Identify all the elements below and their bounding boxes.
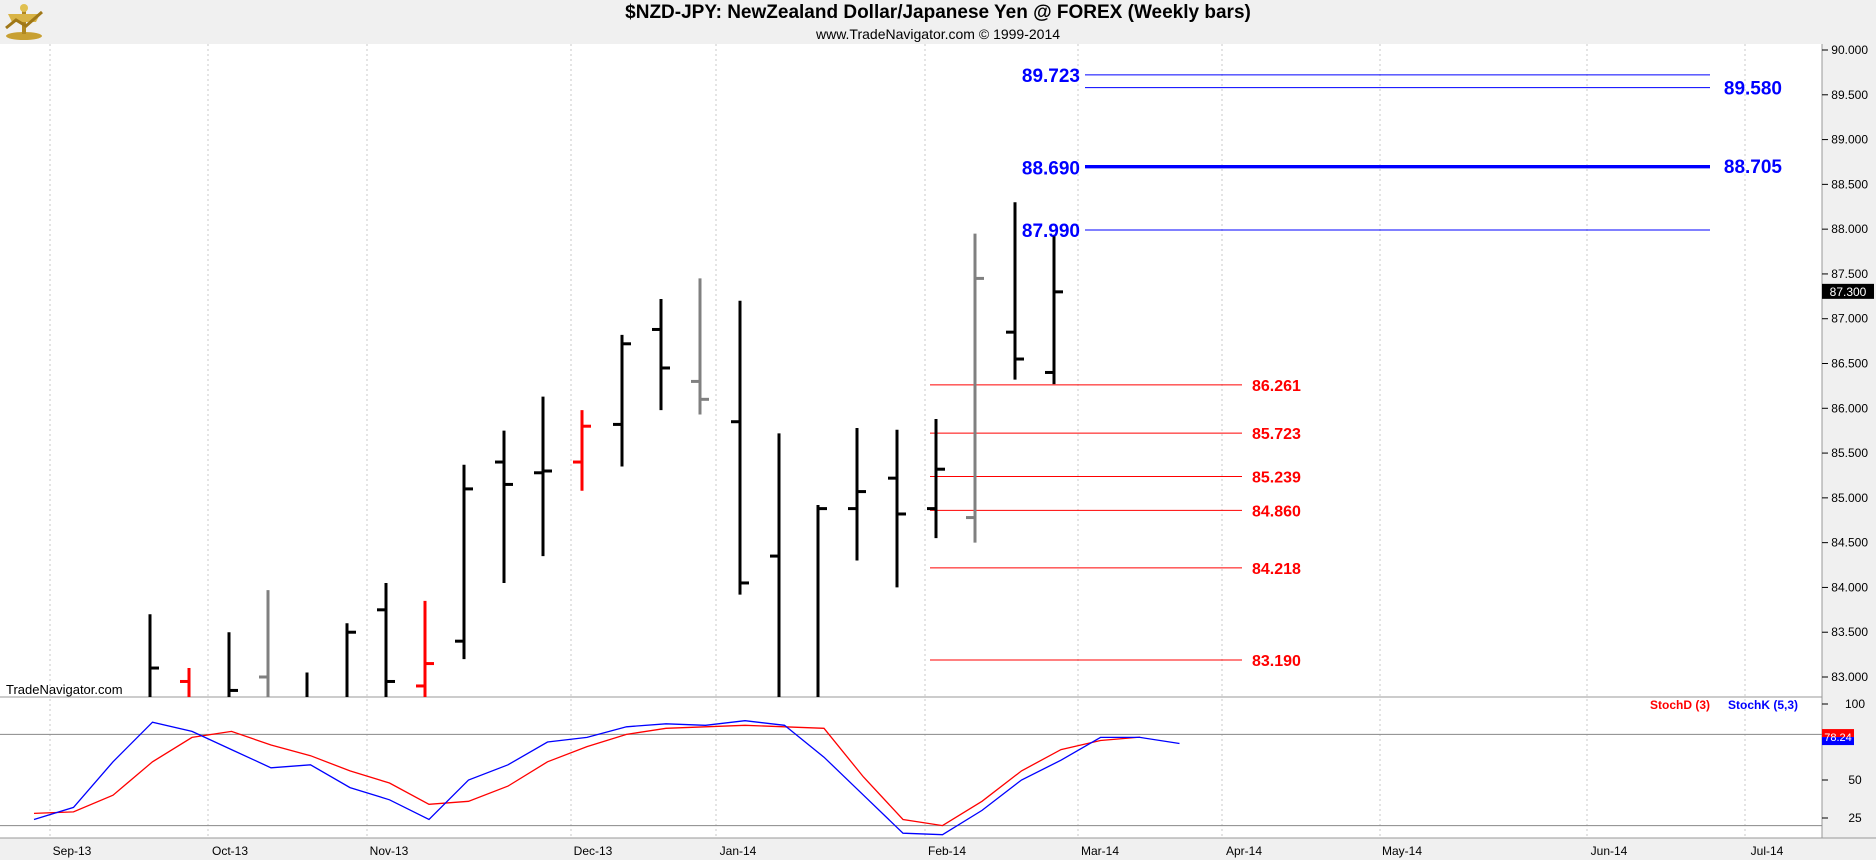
ohlc-bar	[731, 300, 749, 595]
stoch-y-tick-label: 50	[1848, 773, 1862, 787]
ohlc-bar	[455, 464, 473, 660]
stoch-series-line	[33, 720, 1180, 836]
y-tick-label: 88.000	[1831, 222, 1868, 236]
y-tick-label: 84.000	[1831, 580, 1868, 594]
x-tick-label: Mar-14	[1081, 844, 1119, 858]
watermark: TradeNavigator.com	[6, 682, 123, 697]
stoch-last-marker-d	[1822, 729, 1854, 738]
ohlc-bar	[888, 429, 906, 588]
ohlc-bar	[691, 278, 709, 415]
stoch-last-marker-k	[1822, 737, 1854, 746]
stoch-series-line	[33, 724, 1141, 827]
last-price-label: 87.300	[1830, 285, 1867, 299]
ohlc-bar	[377, 582, 395, 697]
y-tick-label: 89.500	[1831, 88, 1868, 102]
y-tick-label: 85.000	[1831, 491, 1868, 505]
support-label: 84.860	[1252, 503, 1301, 520]
ohlc-bar	[345, 623, 356, 697]
support-label: 84.218	[1252, 561, 1301, 578]
ohlc-bar	[927, 419, 945, 539]
x-tick-label: Oct-13	[212, 844, 248, 858]
ohlc-bar	[148, 614, 159, 697]
y-tick-label: 86.000	[1831, 401, 1868, 415]
stoch-y-tick-label: 25	[1848, 811, 1862, 825]
ohlc-bar	[534, 396, 552, 557]
ohlc-bar	[770, 433, 781, 697]
x-tick-label: Jun-14	[1591, 844, 1628, 858]
ohlc-bar	[613, 334, 631, 467]
y-tick-label: 85.500	[1831, 446, 1868, 460]
price-bars	[148, 202, 1063, 697]
grid	[49, 44, 1746, 838]
resistance-label: 89.723	[1022, 66, 1080, 87]
stochastic-panel	[0, 720, 1822, 836]
resistance-label: 89.580	[1724, 79, 1782, 100]
x-tick-label: Jul-14	[1751, 844, 1784, 858]
stoch-last-label: 78.24	[1824, 732, 1852, 744]
y-tick-label: 83.000	[1831, 670, 1868, 684]
trade-navigator-logo-icon	[5, 4, 43, 40]
x-tick-label: Nov-13	[370, 844, 409, 858]
ohlc-bar	[1006, 202, 1024, 380]
ohlc-bar	[848, 427, 866, 561]
y-tick-label: 84.500	[1831, 536, 1868, 550]
header-bar	[0, 0, 1876, 44]
ohlc-bar	[573, 410, 591, 491]
y-tick-label: 86.500	[1831, 357, 1868, 371]
ohlc-bar	[1045, 236, 1063, 385]
y-tick-label: 88.500	[1831, 177, 1868, 191]
legend-stoch-k: StochK (5,3)	[1728, 698, 1799, 712]
stoch-y-tick-label: 100	[1845, 697, 1865, 711]
ohlc-bar	[816, 505, 827, 697]
y-tick-label: 89.000	[1831, 133, 1868, 147]
axis-labels: Sep-13 Oct-13 Nov-13 Dec-13 Jan-14 Feb-14 Mar-…	[53, 43, 1874, 858]
x-tick-label: Sep-13	[53, 844, 92, 858]
support-label: 83.190	[1252, 653, 1301, 670]
x-tick-label: May-14	[1382, 844, 1422, 858]
support-label: 85.239	[1252, 469, 1301, 486]
ohlc-bar	[227, 632, 238, 697]
x-tick-label: Dec-13	[574, 844, 613, 858]
x-tick-label: Jan-14	[720, 844, 757, 858]
resistance-label: 88.705	[1724, 157, 1783, 178]
legend-stoch-d: StochD (3)	[1650, 698, 1710, 712]
x-tick-label: Feb-14	[928, 844, 966, 858]
ohlc-bar	[652, 299, 670, 411]
last-price-marker	[1822, 283, 1874, 299]
price-axis-panel	[1822, 44, 1876, 860]
x-tick-label: Apr-14	[1226, 844, 1262, 858]
y-tick-label: 87.500	[1831, 267, 1868, 281]
resistance-label: 88.690	[1022, 158, 1080, 179]
time-axis-panel	[0, 838, 1876, 860]
ohlc-bar	[180, 668, 191, 697]
level-lines: 89.723 89.580 88.690 88.705 87.990 86.261 85.7…	[930, 66, 1782, 670]
y-tick-label: 87.000	[1831, 312, 1868, 326]
ohlc-bar	[416, 600, 434, 697]
ohlc-bar	[495, 430, 513, 583]
y-tick-label: 83.500	[1831, 625, 1868, 639]
y-tick-label: 90.000	[1831, 43, 1868, 57]
ohlc-bar	[259, 590, 270, 697]
support-label: 86.261	[1252, 378, 1301, 395]
resistance-label: 87.990	[1022, 221, 1080, 242]
support-label: 85.723	[1252, 426, 1301, 443]
ohlc-bar	[966, 233, 984, 543]
